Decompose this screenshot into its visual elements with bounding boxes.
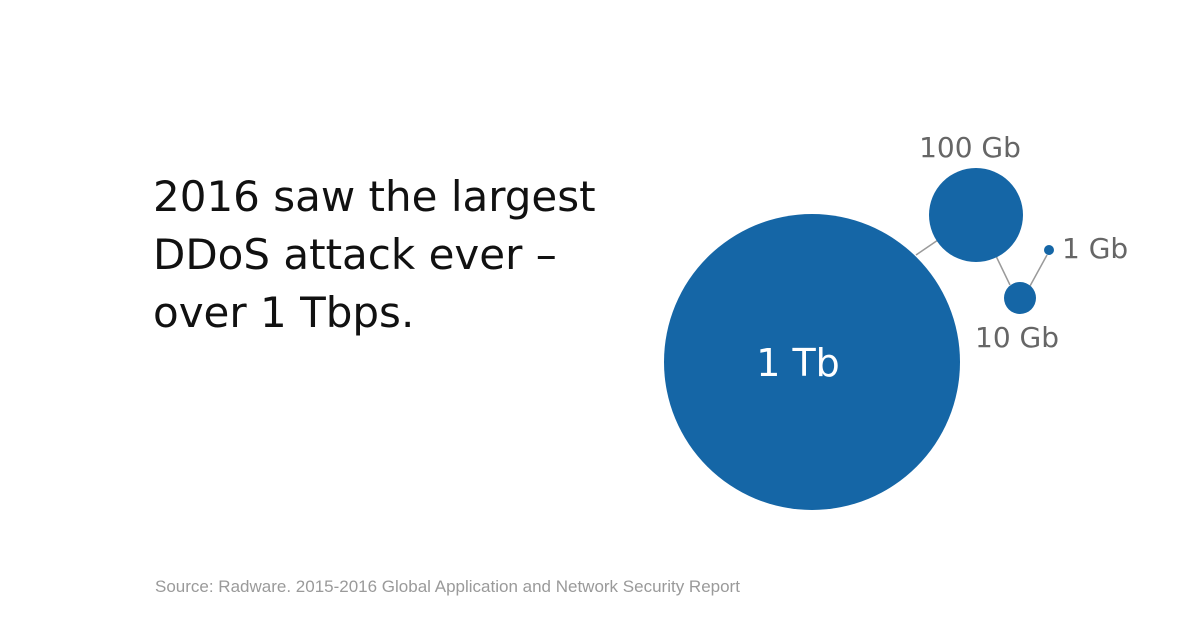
bubble-label-100gb: 100 Gb [919, 131, 1021, 164]
bubble-1gb [1044, 245, 1054, 255]
bubble-1tb [664, 214, 960, 510]
bubble-10gb [1004, 282, 1036, 314]
connector-100gb-10gb [995, 255, 1011, 286]
headline: 2016 saw the largest DDoS attack ever – … [153, 168, 673, 342]
headline-line-1: 2016 saw the largest [153, 172, 596, 221]
headline-line-3: over 1 Tbps. [153, 288, 415, 337]
bubble-label-1tb: 1 Tb [756, 341, 840, 385]
bubble-100gb [929, 168, 1023, 262]
headline-line-2: DDoS attack ever – [153, 230, 557, 279]
connector-10gb-1gb [1029, 254, 1048, 287]
connector-1tb-100gb [915, 239, 939, 256]
bubble-label-10gb: 10 Gb [975, 321, 1059, 354]
source-note: Source: Radware. 2015-2016 Global Applic… [155, 577, 740, 596]
bubble-label-1gb: 1 Gb [1062, 232, 1128, 265]
